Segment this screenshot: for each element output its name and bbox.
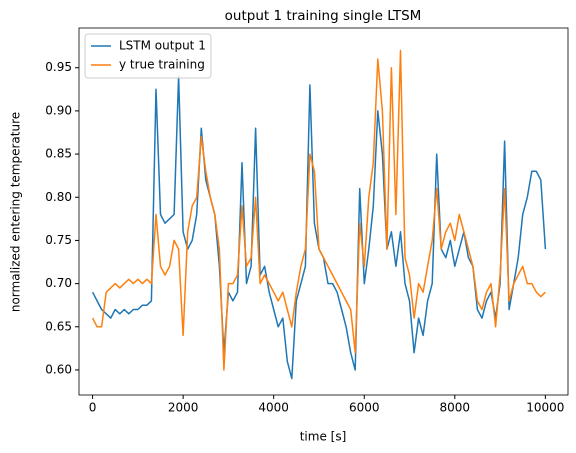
x-tick-label: 6000 xyxy=(349,401,380,415)
y-tick-label: 0.95 xyxy=(45,60,72,74)
data-line xyxy=(91,49,546,371)
chart-title: output 1 training single LTSM xyxy=(225,8,422,24)
x-tick-label: 10000 xyxy=(526,401,564,415)
plot-area xyxy=(91,49,547,380)
legend: LSTM output 1 y true training xyxy=(84,33,212,79)
y-tick-label: 0.85 xyxy=(45,147,72,161)
y-tick-label: 0.80 xyxy=(45,190,72,204)
x-tick-label: 0 xyxy=(89,401,97,415)
y-tick-label: 0.70 xyxy=(45,276,72,290)
x-tick-label: 8000 xyxy=(440,401,471,415)
axes-frame xyxy=(78,27,569,396)
x-axis-label: time [s] xyxy=(300,430,347,444)
legend-box xyxy=(84,33,212,79)
legend-label: LSTM output 1 xyxy=(119,39,206,53)
legend-label: y true training xyxy=(119,58,205,72)
y-axis-label: normalized entering temperature xyxy=(9,112,23,312)
y-tick-label: 0.65 xyxy=(45,319,72,333)
y-tick-label: 0.60 xyxy=(45,362,72,376)
y-tick-label: 0.90 xyxy=(45,103,72,117)
x-tick-label: 4000 xyxy=(258,401,289,415)
y-tick-label: 0.75 xyxy=(45,233,72,247)
x-tick-label: 2000 xyxy=(168,401,199,415)
data-line xyxy=(91,75,547,380)
